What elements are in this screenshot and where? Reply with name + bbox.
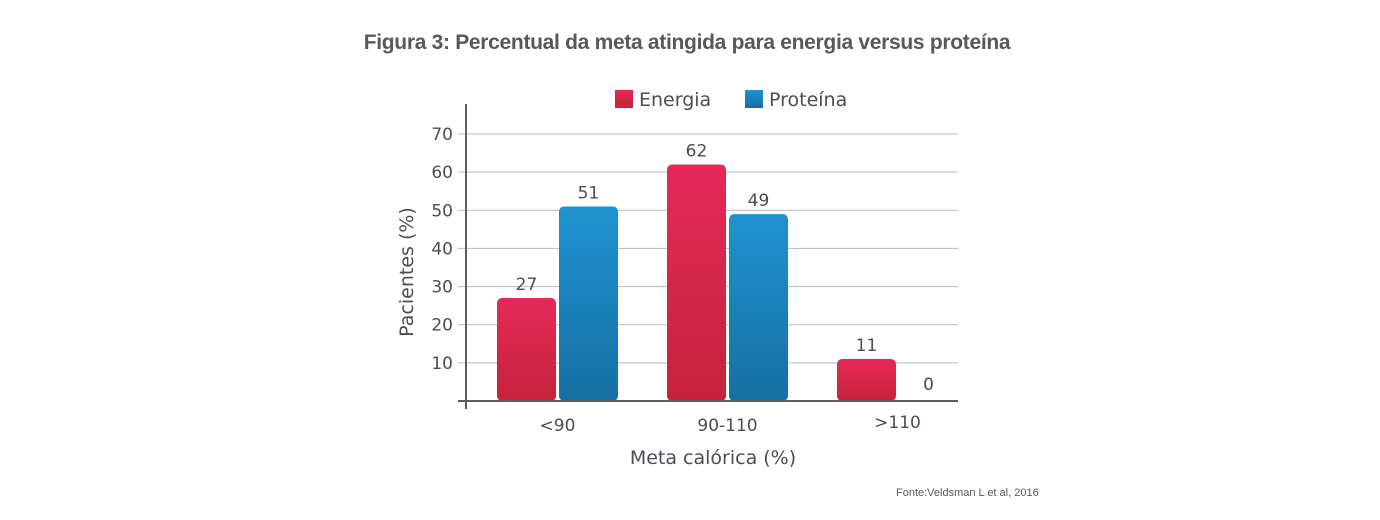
bar-proteina-1 [729, 214, 788, 401]
legend: Energia Proteína [615, 89, 847, 111]
data-label: 49 [748, 191, 770, 211]
data-label: 51 [578, 183, 600, 203]
bars [497, 164, 896, 401]
chart-title: Figura 3: Percentual da meta atingida pa… [363, 31, 1011, 54]
axes: 10 20 30 40 50 60 70 <90 90-110 >110 [431, 104, 958, 436]
x-tick-label: <90 [540, 416, 576, 436]
legend-swatch [745, 90, 763, 108]
x-tick-label: >110 [874, 413, 921, 433]
bar-proteina-0 [559, 206, 618, 401]
y-tick-label: 30 [431, 278, 453, 298]
data-label: 0 [923, 375, 934, 395]
source-note: Fonte:Veldsman L et al, 2016 [896, 487, 1039, 499]
y-tick-label: 10 [431, 354, 453, 374]
data-label: 62 [686, 142, 708, 162]
bar-energia-2 [837, 359, 896, 401]
y-tick-label: 60 [431, 163, 453, 183]
y-tick-label: 20 [431, 316, 453, 336]
legend-swatch [615, 90, 633, 108]
bar-energia-0 [497, 298, 556, 401]
legend-label: Energia [639, 89, 711, 111]
data-label: 11 [856, 336, 878, 356]
data-labels: 27 51 62 49 11 0 [516, 142, 934, 395]
y-tick-label: 40 [431, 239, 453, 259]
y-tick-label: 70 [431, 125, 453, 145]
x-axis-label: Meta calórica (%) [630, 447, 796, 469]
data-label: 27 [516, 275, 538, 295]
y-tick-label: 50 [431, 201, 453, 221]
bar-energia-1 [667, 164, 726, 401]
legend-label: Proteína [769, 89, 847, 111]
y-axis-label: Pacientes (%) [396, 207, 418, 337]
x-tick-label: 90-110 [697, 416, 757, 436]
